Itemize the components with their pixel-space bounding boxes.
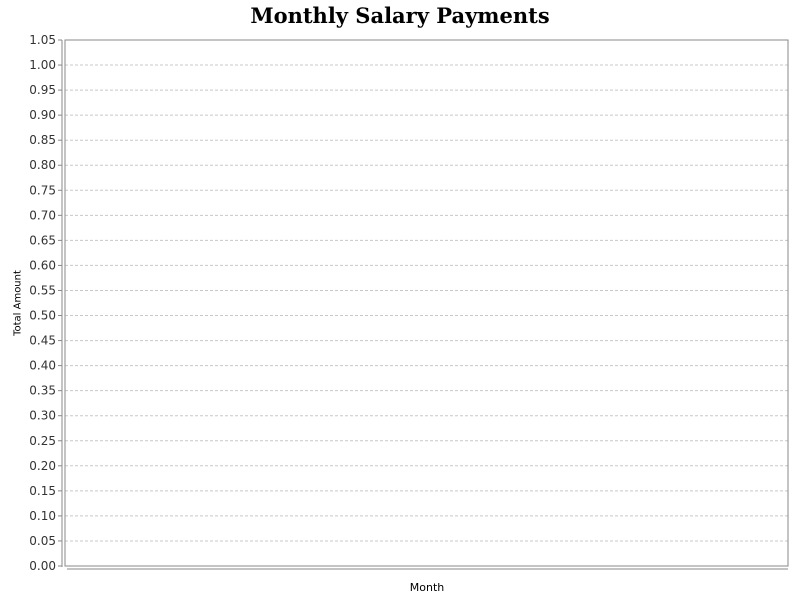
y-tick-label: 0.90 — [29, 108, 56, 122]
y-tick-label: 1.05 — [29, 33, 56, 47]
y-tick-label: 0.45 — [29, 334, 56, 348]
y-tick-label: 0.55 — [29, 283, 56, 297]
y-tick-label: 0.20 — [29, 459, 56, 473]
y-tick-label: 0.50 — [29, 309, 56, 323]
y-tick-label: 0.10 — [29, 509, 56, 523]
y-tick-label: 0.65 — [29, 233, 56, 247]
y-tick-label: 0.35 — [29, 384, 56, 398]
plot-area — [64, 39, 789, 567]
y-tick-label: 0.05 — [29, 534, 56, 548]
y-tick-label: 0.25 — [29, 434, 56, 448]
y-tick-label: 0.70 — [29, 208, 56, 222]
y-tick-label: 0.60 — [29, 258, 56, 272]
y-tick-label: 0.30 — [29, 409, 56, 423]
y-tick-label: 1.00 — [29, 58, 56, 72]
y-tick-label: 0.85 — [29, 133, 56, 147]
y-tick-label: 0.40 — [29, 359, 56, 373]
y-tick-label: 0.75 — [29, 183, 56, 197]
gridlines — [65, 39, 788, 542]
x-axis-label: Month — [409, 581, 445, 594]
y-tick-label: 0.15 — [29, 484, 56, 498]
y-tick-label: 0.95 — [29, 83, 56, 97]
y-tick-label: 0.80 — [29, 158, 56, 172]
y-tick-label: 0.00 — [29, 559, 56, 573]
y-ticks: 0.00 0.05 0.10 0.15 0.20 0.25 0.30 0.35 0.40 0.45… — [29, 33, 62, 573]
chart-title: Monthly Salary Payments — [250, 3, 550, 28]
